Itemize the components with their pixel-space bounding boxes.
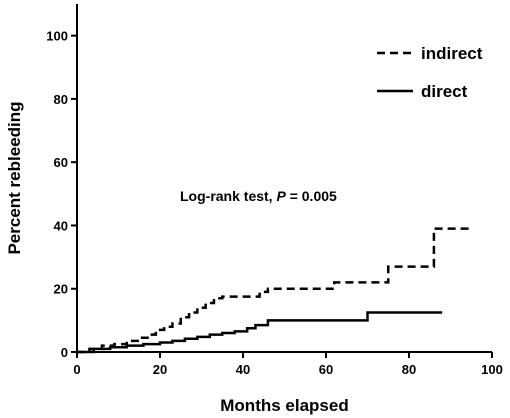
- y-tick-label-40: 40: [54, 218, 68, 233]
- legend-label-direct: direct: [421, 82, 468, 101]
- x-tick-label-40: 40: [236, 362, 250, 377]
- x-axis-title: Months elapsed: [220, 396, 348, 415]
- annotation-prefix: Log-rank test,: [180, 188, 276, 204]
- x-tick-label-0: 0: [73, 362, 80, 377]
- y-tick-label-60: 60: [54, 155, 68, 170]
- series-line-direct: [77, 311, 443, 354]
- annotation-p: P: [276, 188, 286, 204]
- annotation-suffix: = 0.005: [286, 188, 337, 204]
- log-rank-annotation: Log-rank test, P = 0.005: [180, 188, 337, 204]
- legend: indirect direct: [377, 44, 483, 101]
- x-tick-label-100: 100: [481, 362, 503, 377]
- x-tick-label-60: 60: [319, 362, 333, 377]
- y-tick-label-0: 0: [61, 345, 68, 360]
- x-tick-label-20: 20: [153, 362, 167, 377]
- y-axis-title: Percent rebleeding: [5, 101, 24, 254]
- legend-label-indirect: indirect: [421, 44, 483, 63]
- y-tick-label-100: 100: [46, 29, 68, 44]
- series-line-indirect: [77, 227, 472, 354]
- y-tick-label-20: 20: [54, 282, 68, 297]
- series-layer: [77, 227, 472, 354]
- x-tick-label-80: 80: [402, 362, 416, 377]
- ticks: 0 20 40 60 80 100 0 20 40 60 80 100: [46, 29, 503, 377]
- y-tick-label-80: 80: [54, 92, 68, 107]
